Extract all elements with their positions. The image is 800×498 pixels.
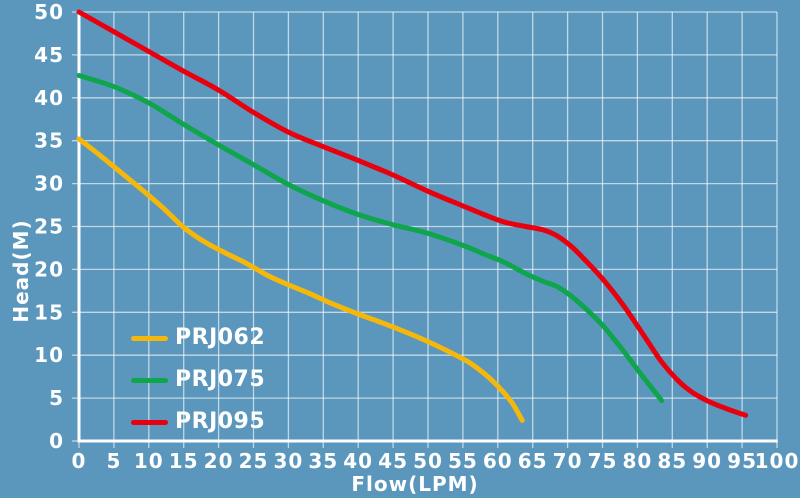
svg-text:20: 20 bbox=[204, 449, 234, 473]
svg-text:65: 65 bbox=[518, 449, 548, 473]
legend-label-prj062: PRJ062 bbox=[175, 325, 266, 350]
svg-text:15: 15 bbox=[169, 449, 199, 473]
curve-prj095 bbox=[76, 9, 749, 418]
legend-label-prj095: PRJ095 bbox=[175, 409, 266, 434]
svg-text:90: 90 bbox=[692, 449, 722, 473]
svg-text:80: 80 bbox=[622, 449, 652, 473]
curve-prj075 bbox=[76, 73, 665, 404]
svg-text:60: 60 bbox=[483, 449, 513, 473]
svg-text:85: 85 bbox=[657, 449, 687, 473]
x-axis-title: Flow(LPM) bbox=[351, 472, 479, 496]
legend-label-prj075: PRJ075 bbox=[175, 367, 266, 392]
svg-text:0: 0 bbox=[72, 449, 87, 473]
tick-labels: 0 5 10 15 20 25 30 35 40 45 50 55 60 65 70 75 80 85 90 9510… bbox=[34, 0, 800, 473]
legend-item-prj062: PRJ062 bbox=[131, 327, 265, 349]
svg-text:10: 10 bbox=[34, 343, 64, 367]
svg-text:50: 50 bbox=[413, 449, 443, 473]
y-axis-title: Head(M) bbox=[9, 219, 33, 323]
axes bbox=[77, 10, 778, 443]
svg-text:95: 95 bbox=[727, 449, 757, 473]
legend-item-prj075: PRJ075 bbox=[131, 369, 265, 391]
svg-text:15: 15 bbox=[34, 300, 64, 324]
legend-swatch-prj095-icon bbox=[131, 419, 168, 425]
svg-text:35: 35 bbox=[308, 449, 338, 473]
svg-text:70: 70 bbox=[553, 449, 583, 473]
legend-swatch-prj075-icon bbox=[131, 377, 168, 383]
pump-curves bbox=[76, 9, 749, 423]
svg-text:55: 55 bbox=[448, 449, 478, 473]
svg-text:25: 25 bbox=[239, 449, 269, 473]
legend-item-prj095: PRJ095 bbox=[131, 411, 265, 433]
svg-text:10: 10 bbox=[134, 449, 164, 473]
svg-text:50: 50 bbox=[34, 0, 64, 24]
svg-text:30: 30 bbox=[34, 172, 64, 196]
legend-swatch-prj062-icon bbox=[131, 335, 168, 341]
curve-prj062 bbox=[76, 136, 525, 423]
svg-text:40: 40 bbox=[343, 449, 373, 473]
svg-text:75: 75 bbox=[588, 449, 618, 473]
svg-text:40: 40 bbox=[34, 86, 64, 110]
svg-text:25: 25 bbox=[34, 215, 64, 239]
svg-text:45: 45 bbox=[34, 43, 64, 67]
svg-text:30: 30 bbox=[273, 449, 303, 473]
svg-text:5: 5 bbox=[106, 449, 121, 473]
svg-text:45: 45 bbox=[378, 449, 408, 473]
legend: PRJ062 PRJ075 PRJ095 bbox=[131, 327, 265, 433]
svg-text:0: 0 bbox=[49, 429, 64, 453]
svg-text:20: 20 bbox=[34, 257, 64, 281]
svg-text:35: 35 bbox=[34, 129, 64, 153]
svg-text:100: 100 bbox=[755, 449, 800, 473]
svg-text:5: 5 bbox=[49, 386, 64, 410]
